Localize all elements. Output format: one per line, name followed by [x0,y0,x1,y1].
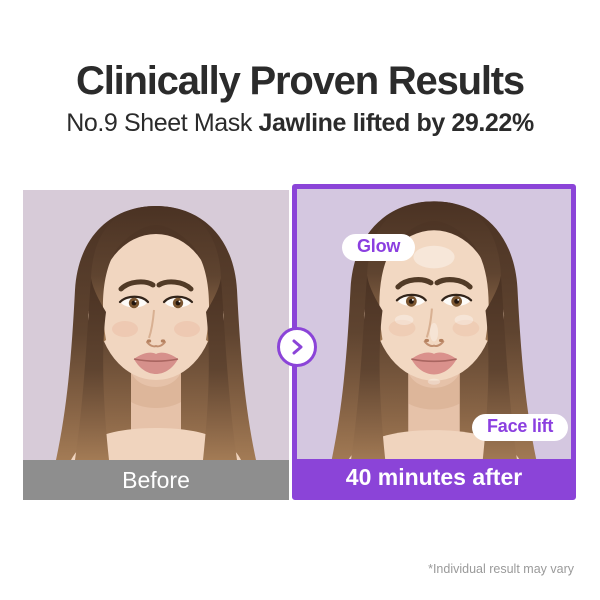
subtitle-product-name: No.9 Sheet Mask [66,109,252,137]
before-label: Before [23,460,289,500]
glow-badge: Glow [342,234,416,261]
before-after-arrow [277,327,317,367]
after-panel: Glow Face lift 40 minutes after [292,184,576,500]
subtitle: No.9 Sheet Mask Jawline lifted by 29.22% [0,108,600,138]
glow-highlight [394,245,474,385]
face-lift-badge: Face lift [472,414,569,441]
chevron-right-icon [292,339,303,355]
after-label: 40 minutes after [297,459,571,495]
disclaimer-text: *Individual result may vary [428,562,574,576]
before-panel: Before [23,190,289,500]
page-title: Clinically Proven Results [76,59,525,103]
before-photo [23,190,289,460]
subtitle-claim: Jawline lifted by 29.22% [258,109,535,137]
